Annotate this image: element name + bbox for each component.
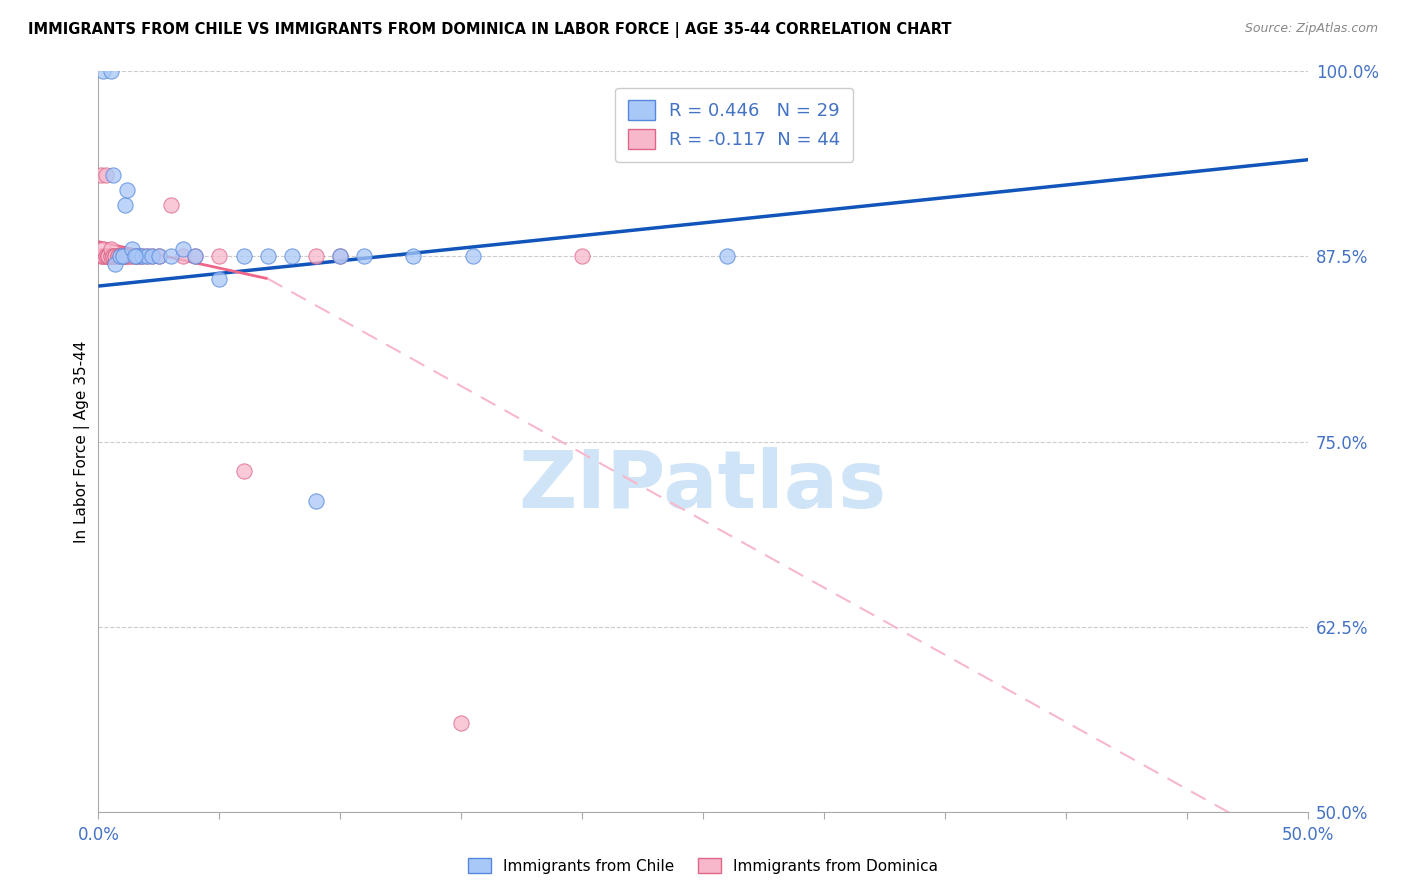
- Point: [97, 249, 120, 264]
- Point: [108, 249, 131, 264]
- Text: ZIPatlas: ZIPatlas: [519, 447, 887, 525]
- Point: [184, 249, 207, 264]
- Point: [208, 249, 231, 264]
- Point: [111, 249, 134, 264]
- Point: [135, 249, 157, 264]
- Point: [117, 249, 139, 264]
- Point: [118, 249, 141, 264]
- Point: [172, 249, 194, 264]
- Point: [305, 249, 328, 264]
- Point: [97, 249, 120, 264]
- Point: [716, 249, 738, 264]
- Point: [450, 715, 472, 730]
- Point: [121, 242, 143, 256]
- Text: IMMIGRANTS FROM CHILE VS IMMIGRANTS FROM DOMINICA IN LABOR FORCE | AGE 35-44 COR: IMMIGRANTS FROM CHILE VS IMMIGRANTS FROM…: [28, 22, 952, 38]
- Point: [124, 249, 146, 264]
- Legend: R = 0.446   N = 29, R = -0.117  N = 44: R = 0.446 N = 29, R = -0.117 N = 44: [616, 87, 853, 161]
- Point: [90, 168, 112, 182]
- Point: [184, 249, 207, 264]
- Point: [117, 183, 139, 197]
- Point: [117, 249, 139, 264]
- Point: [353, 249, 375, 264]
- Point: [148, 249, 170, 264]
- Point: [305, 493, 328, 508]
- Point: [148, 249, 170, 264]
- Point: [91, 249, 114, 264]
- Point: [208, 271, 231, 285]
- Point: [107, 249, 129, 264]
- Point: [91, 249, 114, 264]
- Point: [111, 249, 134, 264]
- Point: [101, 249, 124, 264]
- Point: [104, 257, 127, 271]
- Point: [571, 249, 593, 264]
- Point: [114, 249, 136, 264]
- Point: [91, 64, 114, 78]
- Point: [101, 249, 124, 264]
- Point: [281, 249, 304, 264]
- Point: [127, 249, 149, 264]
- Point: [232, 464, 254, 478]
- Point: [141, 249, 163, 264]
- Point: [329, 249, 352, 264]
- Point: [94, 249, 117, 264]
- Point: [94, 168, 117, 182]
- Point: [100, 242, 122, 256]
- Point: [124, 249, 146, 264]
- Text: Source: ZipAtlas.com: Source: ZipAtlas.com: [1244, 22, 1378, 36]
- Point: [100, 64, 122, 78]
- Point: [114, 197, 136, 211]
- Point: [94, 249, 117, 264]
- Legend: Immigrants from Chile, Immigrants from Dominica: Immigrants from Chile, Immigrants from D…: [463, 852, 943, 880]
- Point: [128, 249, 150, 264]
- Point: [232, 249, 254, 264]
- Point: [160, 249, 183, 264]
- Point: [402, 249, 425, 264]
- Point: [104, 249, 127, 264]
- Point: [108, 249, 131, 264]
- Point: [111, 249, 134, 264]
- Point: [100, 249, 122, 264]
- Point: [101, 168, 124, 182]
- Point: [104, 249, 127, 264]
- Point: [127, 249, 149, 264]
- Point: [100, 249, 122, 264]
- Point: [329, 249, 352, 264]
- Point: [160, 197, 183, 211]
- Point: [121, 249, 143, 264]
- Point: [172, 242, 194, 256]
- Point: [131, 249, 153, 264]
- Point: [107, 249, 129, 264]
- Point: [91, 242, 114, 256]
- Point: [90, 249, 112, 264]
- Point: [131, 249, 153, 264]
- Point: [463, 249, 485, 264]
- Point: [135, 249, 157, 264]
- Y-axis label: In Labor Force | Age 35-44: In Labor Force | Age 35-44: [75, 341, 90, 542]
- Point: [97, 249, 120, 264]
- Point: [256, 249, 278, 264]
- Point: [141, 249, 163, 264]
